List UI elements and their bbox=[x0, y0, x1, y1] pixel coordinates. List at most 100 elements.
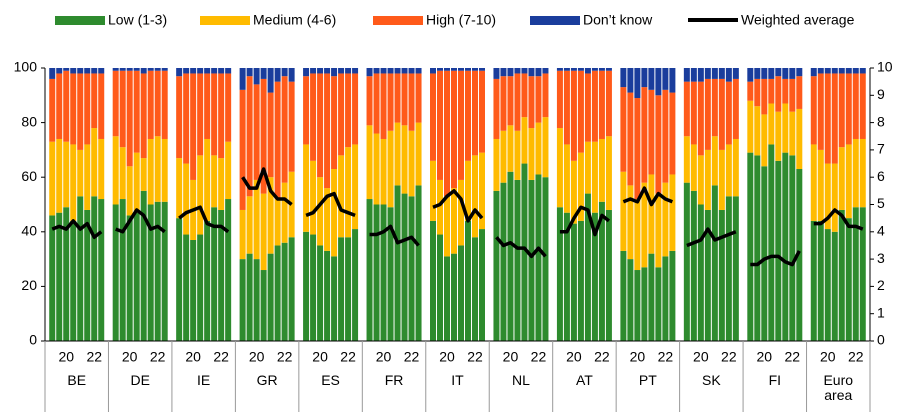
bar-segment bbox=[437, 70, 443, 180]
bar-segment bbox=[303, 76, 310, 145]
bar-segment bbox=[718, 209, 725, 341]
x-tick-label: 22 bbox=[594, 349, 610, 365]
bar-segment bbox=[690, 190, 697, 341]
bar-segment bbox=[817, 220, 824, 341]
line-series bbox=[622, 186, 674, 207]
bar-segment bbox=[183, 234, 190, 341]
bar-segment bbox=[288, 81, 295, 172]
legend-swatch bbox=[55, 16, 105, 25]
bar-segment bbox=[373, 133, 380, 205]
bar-segment bbox=[147, 70, 154, 139]
bar-segment bbox=[718, 78, 725, 150]
bar-segment bbox=[387, 73, 394, 131]
bar-segment bbox=[838, 68, 845, 74]
bar-segment bbox=[84, 144, 91, 210]
bar-segment bbox=[711, 68, 718, 79]
bar-segment bbox=[775, 68, 782, 77]
bar-segment bbox=[725, 196, 732, 341]
bar-segment bbox=[253, 84, 260, 180]
bar-segment bbox=[176, 158, 183, 219]
bar-segment bbox=[556, 207, 563, 341]
bar-segment bbox=[331, 68, 338, 77]
bar-segment bbox=[211, 207, 218, 341]
x-tick-label: 22 bbox=[531, 349, 547, 365]
x-tick-label: 20 bbox=[249, 349, 265, 365]
bar-segment bbox=[246, 196, 253, 254]
bar-segment bbox=[845, 73, 852, 145]
x-tick-label: 22 bbox=[213, 349, 229, 365]
bar-segment bbox=[225, 68, 232, 74]
bar-segment bbox=[493, 68, 500, 79]
bar-segment bbox=[810, 220, 817, 341]
bar-segment bbox=[147, 138, 154, 205]
bar-segment bbox=[570, 160, 577, 224]
bar-segment bbox=[49, 141, 56, 216]
bar-segment bbox=[824, 68, 831, 74]
y2-tick-label: 10 bbox=[877, 59, 893, 75]
bar-segment bbox=[655, 68, 662, 96]
bar-segment bbox=[824, 73, 831, 164]
group-label: PT bbox=[638, 372, 657, 388]
bar-segment bbox=[225, 141, 232, 200]
bar-segment bbox=[634, 199, 641, 271]
bar-segment bbox=[697, 81, 704, 156]
bar-segment bbox=[133, 212, 140, 341]
bar-segment bbox=[98, 68, 105, 74]
bar-segment bbox=[782, 68, 789, 79]
bar-segment bbox=[732, 68, 739, 79]
bar-segment bbox=[408, 68, 415, 74]
bar-segment bbox=[831, 68, 838, 74]
bar-segment bbox=[754, 155, 761, 341]
bar-segment bbox=[683, 136, 690, 183]
bar-segment bbox=[838, 209, 845, 341]
bar-segment bbox=[98, 199, 105, 341]
bar-segment bbox=[789, 68, 796, 79]
bar-segment bbox=[161, 201, 168, 341]
bar-segment bbox=[380, 68, 387, 74]
bar-segment bbox=[535, 174, 542, 341]
line-series bbox=[51, 219, 103, 240]
bar-segment bbox=[697, 155, 704, 205]
bar-segment bbox=[556, 68, 563, 71]
bar-segment bbox=[683, 81, 690, 137]
bar-segment bbox=[154, 201, 161, 341]
bar-segment bbox=[662, 89, 669, 183]
bar-segment bbox=[634, 270, 641, 341]
bar-segment bbox=[430, 73, 436, 161]
bar-segment bbox=[570, 68, 577, 71]
bar-segment bbox=[317, 68, 324, 74]
bar-segment bbox=[345, 73, 352, 148]
bar-segment bbox=[584, 73, 591, 142]
bar-segment bbox=[176, 68, 183, 77]
bar-segment bbox=[56, 212, 63, 341]
bar-segment bbox=[535, 68, 542, 77]
bar-segment bbox=[768, 78, 775, 104]
bar-segment bbox=[331, 256, 338, 341]
bar-segment bbox=[204, 68, 211, 74]
bar-segment bbox=[859, 73, 866, 139]
bar-segment bbox=[119, 147, 126, 200]
bar-segment bbox=[648, 68, 655, 90]
bar-segment bbox=[782, 78, 789, 104]
y2-tick-label: 3 bbox=[877, 250, 885, 266]
bar-segment bbox=[112, 70, 119, 137]
bar-segment bbox=[253, 179, 260, 260]
bar-segment bbox=[528, 68, 535, 77]
bar-segment bbox=[281, 76, 288, 183]
bar-segment bbox=[260, 68, 267, 79]
bar-segment bbox=[133, 152, 140, 213]
bar-segment bbox=[338, 68, 345, 74]
bar-segment bbox=[507, 125, 514, 172]
bar-segment bbox=[56, 68, 63, 74]
bar-segment bbox=[197, 155, 204, 235]
bar-segment bbox=[253, 259, 260, 341]
bar-segment bbox=[267, 92, 274, 178]
bar-segment bbox=[458, 68, 464, 71]
bar-segment bbox=[239, 259, 246, 341]
line-series bbox=[178, 205, 230, 234]
y-tick-label: 60 bbox=[21, 168, 37, 184]
bar-segment bbox=[634, 68, 641, 99]
bar-segment bbox=[451, 188, 457, 254]
bar-segment bbox=[246, 253, 253, 341]
x-tick-label: 20 bbox=[693, 349, 709, 365]
